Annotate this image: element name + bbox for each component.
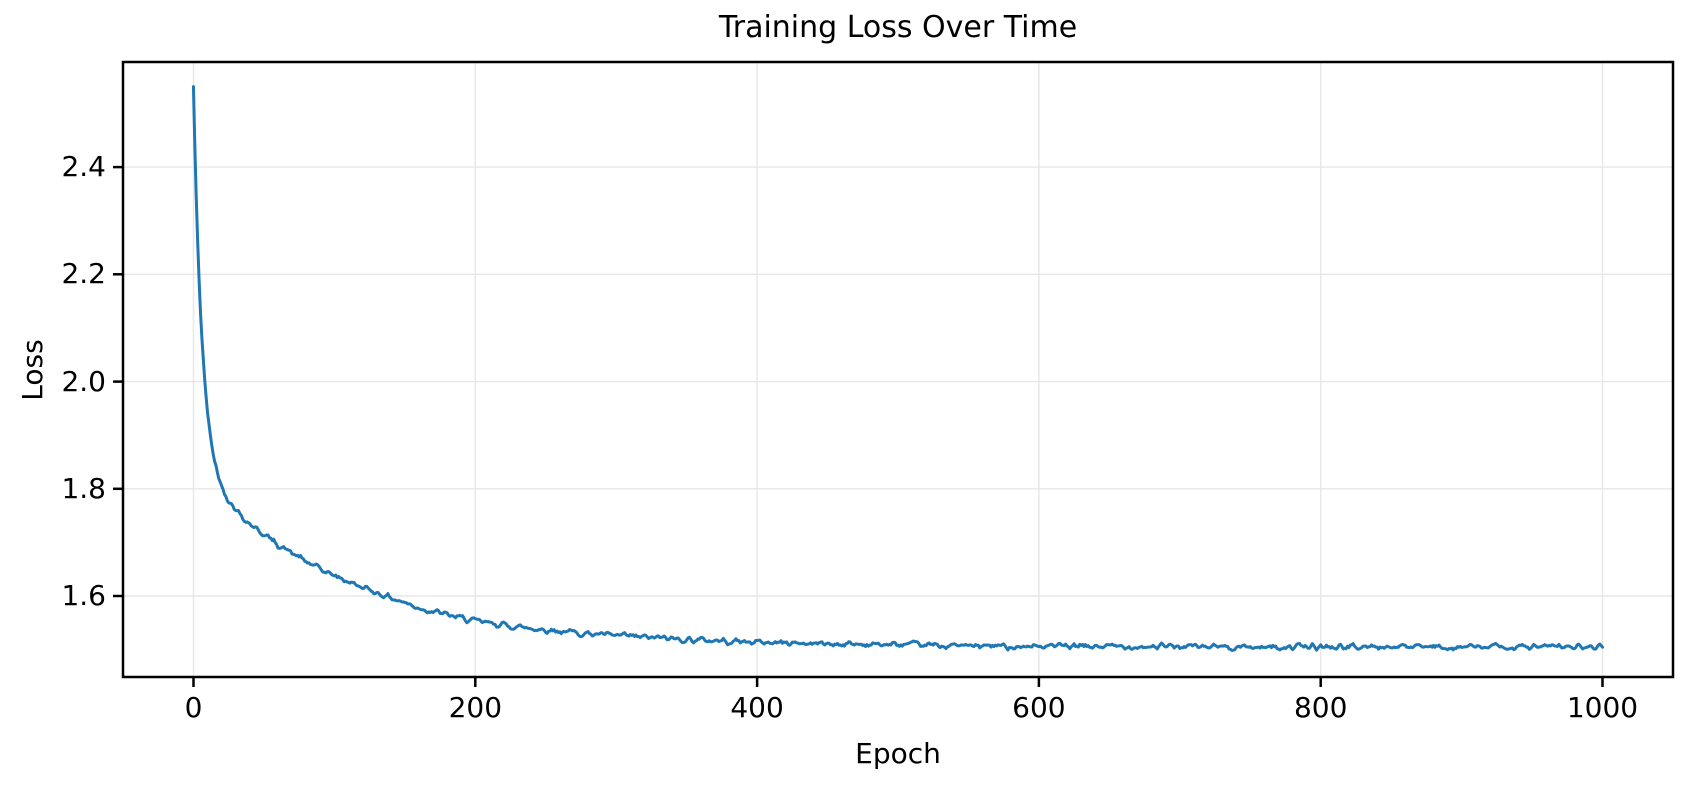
x-tick-label: 600 bbox=[1012, 691, 1066, 724]
x-tick-label: 400 bbox=[730, 691, 784, 724]
axes-spines bbox=[121, 60, 1675, 679]
y-tick-label: 2.2 bbox=[61, 257, 106, 291]
y-tick-label: 1.8 bbox=[61, 471, 106, 505]
x-tick-label: 1000 bbox=[1566, 691, 1639, 724]
loss-curve bbox=[191, 85, 1605, 652]
y-tick-label: 2.0 bbox=[61, 364, 106, 398]
x-axis-label: Epoch bbox=[855, 737, 941, 770]
x-tick-label: 200 bbox=[448, 691, 503, 724]
x-tick-label: 800 bbox=[1293, 691, 1348, 724]
x-tick-label: 0 bbox=[184, 691, 203, 724]
y-tick-label: 2.4 bbox=[61, 150, 106, 184]
chart-title: Training Loss Over Time bbox=[718, 10, 1078, 45]
y-tick-label: 1.6 bbox=[61, 579, 106, 612]
